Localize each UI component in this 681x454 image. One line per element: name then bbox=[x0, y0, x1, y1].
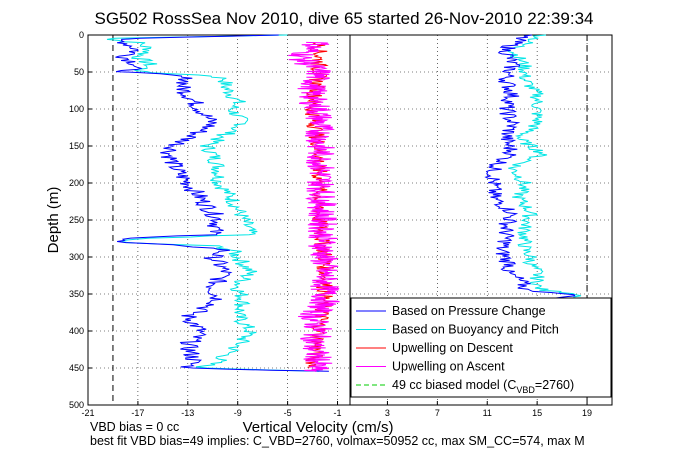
x-tick-label: -5 bbox=[284, 408, 292, 418]
legend-label: Upwelling on Ascent bbox=[392, 360, 505, 374]
y-axis-label: Depth (m) bbox=[45, 187, 62, 254]
buoyancy-pitch-ascent-line bbox=[484, 34, 593, 309]
legend-label: Based on Pressure Change bbox=[392, 304, 546, 318]
legend: Based on Pressure Change Based on Buoyanc… bbox=[350, 297, 612, 398]
y-tick-label: 500 bbox=[69, 400, 84, 410]
y-tick-label: 300 bbox=[69, 252, 84, 262]
x-tick-label: -17 bbox=[131, 408, 144, 418]
x-tick-label: -9 bbox=[234, 408, 242, 418]
x-tick-label: -13 bbox=[181, 408, 194, 418]
x-tick-label: 3 bbox=[385, 408, 390, 418]
y-tick-label: 100 bbox=[69, 104, 84, 114]
legend-label: Upwelling on Descent bbox=[392, 341, 513, 355]
legend-label: Based on Buoyancy and Pitch bbox=[392, 323, 559, 337]
x-tick-label: 19 bbox=[582, 408, 592, 418]
vbd-bias-note: VBD bias = 0 cc bbox=[90, 420, 179, 434]
x-tick-label: -1 bbox=[334, 408, 342, 418]
y-tick-label: 350 bbox=[69, 289, 84, 299]
series-lines bbox=[106, 34, 593, 373]
best-fit-note: best fit VBD bias=49 implies: C_VBD=2760… bbox=[90, 434, 585, 448]
y-tick-label: 200 bbox=[69, 178, 84, 188]
axis-ticks: -21 -17 -13 -9 -5 -1 3 7 11 15 1905010015020025030… bbox=[69, 30, 592, 418]
pressure-change-ascent-line bbox=[480, 34, 580, 309]
x-tick-label: -21 bbox=[81, 408, 94, 418]
y-tick-label: 400 bbox=[69, 326, 84, 336]
y-tick-label: 0 bbox=[79, 30, 84, 40]
reference-lines bbox=[112, 35, 588, 405]
legend-box bbox=[350, 297, 612, 398]
y-tick-label: 450 bbox=[69, 363, 84, 373]
y-tick-label: 50 bbox=[74, 67, 84, 77]
y-tick-label: 250 bbox=[69, 215, 84, 225]
buoyancy-pitch-descent-line bbox=[106, 34, 320, 372]
x-tick-label: 15 bbox=[532, 408, 542, 418]
chart-title: SG502 RossSea Nov 2010, dive 65 started … bbox=[95, 9, 594, 28]
pressure-change-descent-line bbox=[115, 34, 329, 372]
y-tick-label: 150 bbox=[69, 141, 84, 151]
legend-items: Based on Pressure Change Based on Buoyanc… bbox=[356, 304, 574, 395]
x-axis-label: Vertical Velocity (cm/s) bbox=[243, 419, 394, 436]
x-tick-label: 11 bbox=[483, 408, 492, 418]
upwelling-ascent-line bbox=[288, 41, 340, 373]
x-tick-label: 7 bbox=[435, 408, 440, 418]
